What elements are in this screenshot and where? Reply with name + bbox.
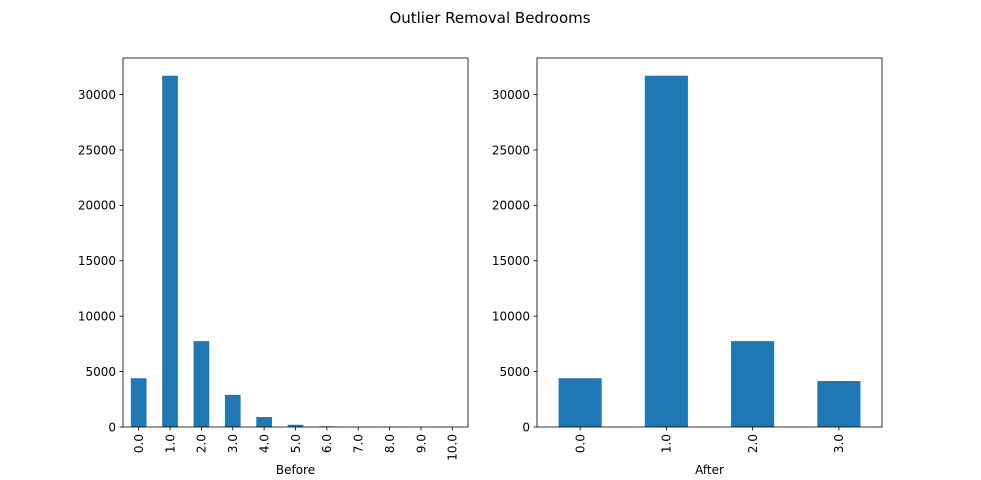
- x-tick-label: 1.0: [660, 434, 674, 453]
- bar-1-0: [162, 75, 178, 427]
- bar-0-0: [130, 378, 147, 427]
- subplot-1: 0 5000 10000 15000 20000 25000 30000 0.0 1.0 2.0 3…: [78, 57, 469, 477]
- y-tick-label: 10000: [78, 309, 116, 323]
- y-tick-label: 15000: [78, 254, 116, 268]
- y-tick-label: 10000: [492, 309, 530, 323]
- y-tick-label: 15000: [492, 254, 530, 268]
- bar-2-0: [731, 341, 775, 427]
- figure-title: Outlier Removal Bedrooms: [389, 9, 590, 27]
- x-tick-label: 9.0: [414, 434, 428, 453]
- y-tick-label: 25000: [492, 143, 530, 157]
- x-tick-label: 8.0: [383, 434, 397, 453]
- bar-3-0: [224, 394, 241, 427]
- subplots: 0 5000 10000 15000 20000 25000 30000 0.0 1.0 2.0 3…: [78, 57, 883, 477]
- y-tick-label: 0: [522, 420, 530, 434]
- y-tick-label: 20000: [492, 199, 530, 213]
- y-tick-label: 5000: [499, 365, 530, 379]
- x-axis-label: Before: [276, 463, 315, 477]
- y-tick-label: 20000: [78, 199, 116, 213]
- x-tick-label: 7.0: [352, 434, 366, 453]
- bar-3-0: [817, 381, 861, 427]
- x-tick-label: 0.0: [573, 434, 587, 453]
- y-tick-label: 5000: [85, 365, 116, 379]
- y-tick-label: 30000: [492, 88, 530, 102]
- x-axis-label: After: [695, 463, 724, 477]
- bar-4-0: [256, 417, 272, 427]
- x-tick-label: 3.0: [832, 434, 846, 453]
- x-tick-label: 2.0: [746, 434, 760, 453]
- bar-5-0: [287, 424, 304, 427]
- x-tick-label: 2.0: [195, 434, 209, 453]
- x-tick-label: 0.0: [132, 434, 146, 453]
- x-tick-label: 3.0: [226, 434, 240, 453]
- bar-1-0: [644, 75, 688, 427]
- x-tick-label: 6.0: [320, 434, 334, 453]
- subplot-2: 0 5000 10000 15000 20000 25000 30000 0.0 1.0 2.0 3…: [492, 57, 883, 477]
- x-tick-label: 4.0: [257, 434, 271, 453]
- x-tick-label: 1.0: [163, 434, 177, 453]
- bar-0-0: [558, 378, 602, 427]
- y-tick-label: 25000: [78, 143, 116, 157]
- bar-2-0: [193, 341, 210, 427]
- x-tick-label: 10.0: [446, 434, 460, 461]
- y-tick-label: 0: [108, 420, 116, 434]
- axes-frame: [536, 57, 883, 428]
- y-tick-label: 30000: [78, 88, 116, 102]
- x-tick-label: 5.0: [289, 434, 303, 453]
